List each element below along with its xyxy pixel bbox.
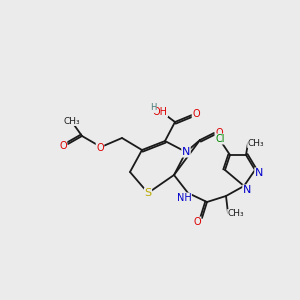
Text: N: N xyxy=(255,168,263,178)
Text: N: N xyxy=(182,147,190,157)
Text: Cl: Cl xyxy=(215,134,225,144)
Text: N: N xyxy=(243,185,251,195)
Text: O: O xyxy=(96,143,104,153)
Text: CH₃: CH₃ xyxy=(248,139,264,148)
Text: O: O xyxy=(193,217,201,227)
Text: O: O xyxy=(215,128,223,138)
Text: O: O xyxy=(59,141,67,151)
Text: S: S xyxy=(144,188,152,198)
Text: O: O xyxy=(192,109,200,119)
Text: CH₃: CH₃ xyxy=(64,116,80,125)
Text: H: H xyxy=(150,103,156,112)
Text: NH: NH xyxy=(177,193,191,203)
Text: CH₃: CH₃ xyxy=(228,209,244,218)
Text: OH: OH xyxy=(152,107,167,117)
